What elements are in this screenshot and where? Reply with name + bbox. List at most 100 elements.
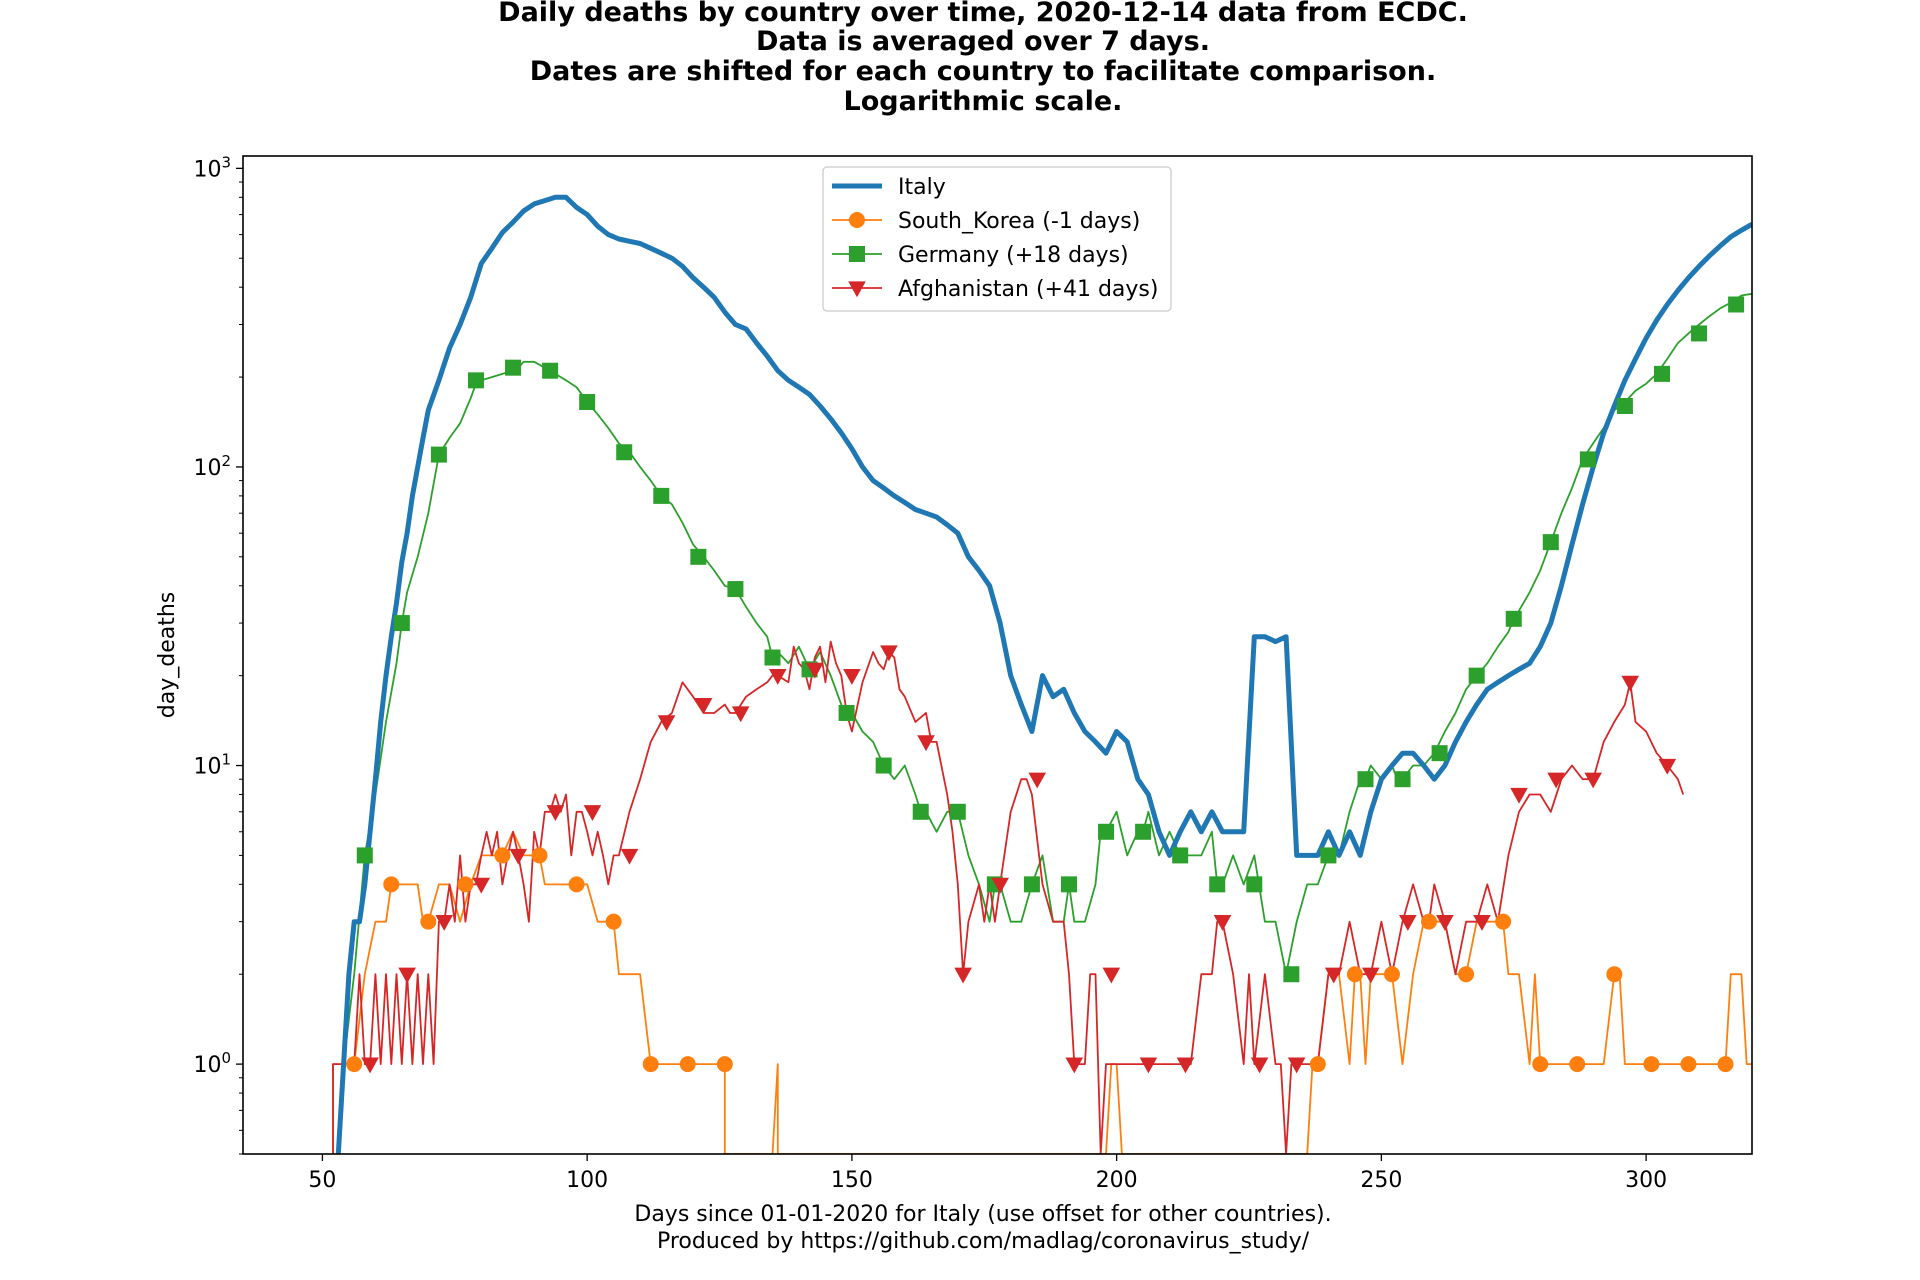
data-point-germany: [1728, 296, 1745, 313]
y-tick-label: 103: [193, 153, 231, 182]
data-point-germany: [1135, 823, 1152, 840]
data-point-germany: [1209, 876, 1226, 893]
x-tick-label: 250: [1360, 1168, 1402, 1193]
marker-layer: [346, 296, 1745, 1074]
series-line-germany: [337, 292, 1752, 1154]
data-point-afghanistan: [1547, 772, 1565, 789]
x-tick-label: 200: [1096, 1168, 1138, 1193]
data-point-afghanistan: [1139, 1057, 1158, 1074]
plot-frame: [242, 155, 1753, 1155]
data-point-germany: [912, 803, 929, 820]
legend-swatch-marker: [849, 212, 865, 228]
y-axis: 100 101 102 103: [193, 153, 243, 1155]
series-line-italy: [335, 194, 1752, 1154]
data-point-afghanistan: [1065, 1057, 1084, 1074]
data-point-afghanistan: [1250, 1057, 1269, 1074]
data-point-afghanistan: [620, 848, 639, 865]
data-point-germany: [875, 757, 892, 774]
data-point-germany: [616, 444, 633, 461]
data-point-germany: [764, 649, 781, 666]
data-point-germany: [505, 359, 522, 376]
data-point-afghanistan: [1584, 772, 1602, 789]
data-point-afghanistan: [806, 662, 824, 679]
data-point-germany: [1691, 325, 1708, 342]
data-point-germany: [727, 581, 744, 598]
data-point-afghanistan: [509, 848, 528, 865]
x-axis-label-line-1: Days since 01-01-2020 for Italy (use off…: [634, 1202, 1331, 1227]
data-point-afghanistan: [1510, 787, 1528, 804]
title-line-3: Dates are shifted for each country to fa…: [530, 56, 1436, 87]
data-point-germany: [1394, 771, 1411, 788]
data-point-afghanistan: [435, 915, 453, 931]
y-tick-label: 102: [193, 452, 231, 481]
data-point-germany: [1431, 745, 1448, 762]
data-point-south_korea: [1495, 913, 1512, 930]
chart-title: Daily deaths by country over time, 2020-…: [498, 0, 1468, 117]
legend-label: Germany (+18 days): [898, 243, 1129, 268]
x-tick-label: 300: [1625, 1168, 1667, 1193]
data-point-germany: [393, 615, 410, 632]
x-axis-label-line-2: Produced by https://github.com/madlag/co…: [657, 1229, 1310, 1254]
data-point-germany: [542, 362, 559, 379]
data-point-germany: [1653, 365, 1670, 382]
legend-swatch-marker: [848, 281, 866, 298]
data-point-germany: [1283, 966, 1300, 983]
data-point-germany: [690, 548, 707, 565]
data-point-germany: [838, 704, 855, 721]
data-point-south_korea: [420, 913, 437, 930]
data-point-afghanistan: [1399, 915, 1417, 931]
data-point-afghanistan: [768, 669, 787, 685]
data-point-south_korea: [1532, 1056, 1549, 1073]
data-point-afghanistan: [1473, 915, 1491, 931]
data-point-germany: [1098, 823, 1115, 840]
data-point-afghanistan: [843, 669, 861, 685]
data-point-germany: [356, 847, 373, 864]
data-point-afghanistan: [1621, 675, 1640, 692]
data-point-afghanistan: [398, 967, 416, 984]
x-tick-label: 150: [831, 1168, 873, 1193]
legend-swatch-marker: [849, 246, 865, 262]
data-point-afghanistan: [1028, 772, 1047, 789]
data-point-germany: [1579, 451, 1596, 468]
data-point-south_korea: [679, 1056, 696, 1073]
data-point-south_korea: [568, 876, 585, 893]
data-point-afghanistan: [1658, 758, 1677, 775]
data-point-germany: [1357, 771, 1374, 788]
title-line-2: Data is averaged over 7 days.: [756, 26, 1210, 57]
title-line-4: Logarithmic scale.: [844, 86, 1123, 117]
data-point-afghanistan: [1361, 967, 1380, 984]
data-point-germany: [1320, 847, 1337, 864]
legend-entries: Italy South_Korea (-1 days) Germany (+18 d…: [832, 175, 1158, 302]
data-point-germany: [579, 394, 596, 411]
data-point-south_korea: [457, 876, 474, 893]
legend-label: South_Korea (-1 days): [898, 209, 1140, 234]
data-point-south_korea: [1309, 1056, 1326, 1073]
data-point-south_korea: [716, 1056, 733, 1073]
data-point-south_korea: [605, 913, 622, 930]
data-point-south_korea: [1458, 966, 1475, 983]
data-point-afghanistan: [546, 805, 565, 822]
data-point-germany: [949, 803, 966, 820]
data-point-south_korea: [1569, 1056, 1586, 1073]
legend: Italy South_Korea (-1 days) Germany (+18 d…: [822, 166, 1172, 312]
legend-label: Italy: [898, 175, 946, 200]
data-point-afghanistan: [1213, 915, 1232, 931]
data-point-afghanistan: [991, 877, 1009, 894]
data-point-south_korea: [494, 847, 511, 864]
data-point-germany: [1246, 876, 1263, 893]
data-point-south_korea: [1717, 1056, 1734, 1073]
data-point-germany: [1542, 534, 1559, 551]
data-point-germany: [467, 372, 484, 389]
data-point-afghanistan: [472, 877, 491, 894]
data-point-south_korea: [383, 876, 400, 893]
data-point-afghanistan: [917, 735, 935, 752]
data-point-germany: [653, 487, 670, 504]
data-point-south_korea: [642, 1056, 659, 1073]
data-point-afghanistan: [1287, 1057, 1306, 1074]
series-line-afghanistan: [332, 640, 1685, 1154]
data-point-afghanistan: [1176, 1057, 1195, 1074]
x-tick-label: 50: [308, 1168, 336, 1193]
legend-box: [822, 166, 1172, 312]
x-axis: 50 100 150 200 250 300: [308, 1154, 1667, 1193]
